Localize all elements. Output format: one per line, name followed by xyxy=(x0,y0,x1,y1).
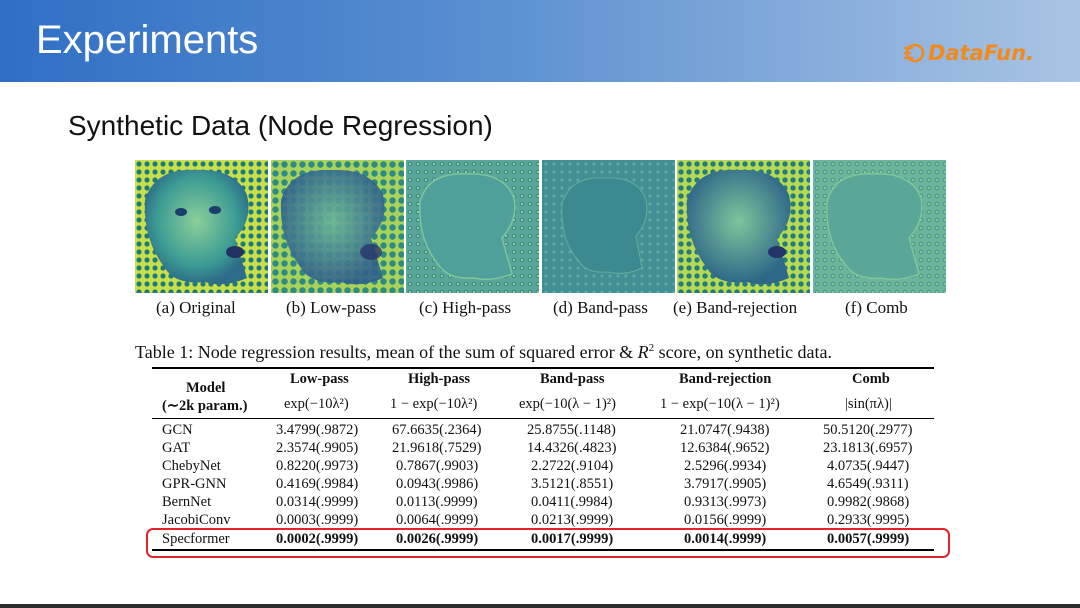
figure-captions: (a) Original (b) Low-pass (c) High-pass … xyxy=(0,298,1080,322)
formula-bandpass: exp(−10(λ − 1)²) xyxy=(519,396,616,412)
table-cell: 0.4169(.9984) xyxy=(276,476,359,492)
caption-bandpass: (d) Band-pass xyxy=(553,298,648,317)
table-cell: 0.8220(.9973) xyxy=(276,458,359,474)
table-cell: 0.9982(.9868) xyxy=(827,494,910,510)
table-cell: 3.5121(.8551) xyxy=(531,476,614,492)
table-caption: Table 1: Node regression results, mean o… xyxy=(135,342,833,362)
header-bandpass: Band-pass xyxy=(540,371,605,387)
table-cell: 21.9618(.7529) xyxy=(392,440,482,456)
row-model-name: ChebyNet xyxy=(162,458,221,474)
table-cell: 2.2722(.9104) xyxy=(531,458,614,474)
table-cell: 23.1813(.6957) xyxy=(823,440,913,456)
table-cell: 21.0747(.9438) xyxy=(680,422,770,438)
table-cell: 0.0003(.9999) xyxy=(276,512,359,528)
caption-highpass: (c) High-pass xyxy=(419,298,512,317)
header-comb: Comb xyxy=(852,371,890,387)
table-cell: 0.0943(.9986) xyxy=(396,476,479,492)
table-cell-best: 0.0057(.9999) xyxy=(827,531,910,547)
filter-figure xyxy=(135,160,947,293)
formula-lowpass: exp(−10λ²) xyxy=(284,396,349,412)
logo-text: DataFun. xyxy=(928,41,1035,65)
table-cell: 0.0064(.9999) xyxy=(396,512,479,528)
table-cell: 0.0314(.9999) xyxy=(276,494,359,510)
row-model-name: BernNet xyxy=(162,494,212,510)
header-model-param: (∼2k param.) xyxy=(162,398,248,414)
table-cell: 0.9313(.9973) xyxy=(684,494,767,510)
table-cell: 4.6549(.9311) xyxy=(827,476,909,492)
table-cell: 2.5296(.9934) xyxy=(684,458,767,474)
caption-comb: (f) Comb xyxy=(845,298,908,317)
table-cell-best: 0.0026(.9999) xyxy=(396,531,479,547)
table-cell: 0.0411(.9984) xyxy=(531,494,613,510)
row-model-name: GPR-GNN xyxy=(162,476,227,492)
panel-comb xyxy=(813,160,946,293)
row-model-name: JacobiConv xyxy=(162,512,231,528)
header-highpass: High-pass xyxy=(408,371,471,387)
table-cell-best: 0.0017(.9999) xyxy=(531,531,614,547)
table-cell: 0.0156(.9999) xyxy=(684,512,767,528)
table-top-rule xyxy=(152,367,934,369)
caption-original: (a) Original xyxy=(156,298,236,317)
panel-original xyxy=(135,160,268,293)
row-model-name-specformer: Specformer xyxy=(162,531,230,547)
slide-subtitle: Synthetic Data (Node Regression) xyxy=(68,110,493,141)
panel-bandpass xyxy=(542,160,675,293)
table-cell: 67.6635(.2364) xyxy=(392,422,482,438)
row-model-name: GAT xyxy=(162,440,191,456)
header-model: Model xyxy=(186,380,226,396)
table-cell: 25.8755(.1148) xyxy=(527,422,616,438)
panel-highpass xyxy=(406,160,539,293)
table-bottom-rule xyxy=(152,549,934,551)
table-cell: 14.4326(.4823) xyxy=(527,440,617,456)
table-cell: 50.5120(.2977) xyxy=(823,422,913,438)
table-cell: 2.3574(.9905) xyxy=(276,440,359,456)
specformer-highlight-box xyxy=(146,528,950,558)
title-bar: Experiments DataFun. xyxy=(0,0,1080,82)
panel-bandrejection xyxy=(677,160,810,293)
slide-title: Experiments xyxy=(36,18,259,62)
table-cell: 0.2933(.9995) xyxy=(827,512,910,528)
header-bandrejection: Band-rejection xyxy=(679,371,772,387)
datafun-logo-icon xyxy=(904,43,925,63)
formula-highpass: 1 − exp(−10λ²) xyxy=(390,396,478,412)
header-lowpass: Low-pass xyxy=(290,371,349,387)
table-cell: 12.6384(.9652) xyxy=(680,440,770,456)
formula-comb: |sin(πλ)| xyxy=(845,396,892,412)
table-cell: 3.7917(.9905) xyxy=(684,476,767,492)
table-cell-best: 0.0014(.9999) xyxy=(684,531,767,547)
caption-lowpass: (b) Low-pass xyxy=(286,298,377,317)
table-cell: 3.4799(.9872) xyxy=(276,422,359,438)
datafun-logo: DataFun. xyxy=(904,36,1034,70)
row-model-name: GCN xyxy=(162,422,193,438)
table-cell: 0.7867(.9903) xyxy=(396,458,479,474)
table-cell: 0.0113(.9999) xyxy=(396,494,478,510)
formula-bandrejection: 1 − exp(−10(λ − 1)²) xyxy=(660,396,780,412)
table-cell: 0.0213(.9999) xyxy=(531,512,614,528)
bottom-border xyxy=(0,604,1080,608)
table-mid-rule xyxy=(152,418,934,419)
table-cell-best: 0.0002(.9999) xyxy=(276,531,359,547)
table-cell: 4.0735(.9447) xyxy=(827,458,910,474)
caption-bandrejection: (e) Band-rejection xyxy=(673,298,798,317)
panel-lowpass xyxy=(271,160,404,293)
